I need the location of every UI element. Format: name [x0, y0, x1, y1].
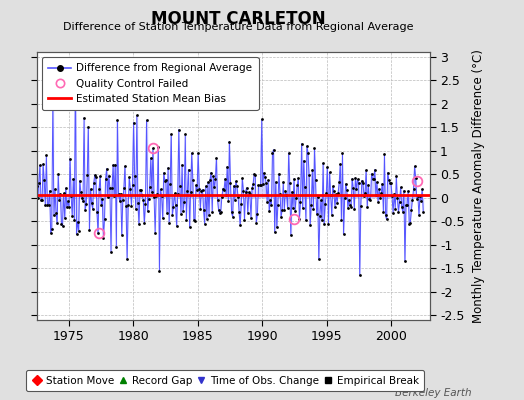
Text: Difference of Station Temperature Data from Regional Average: Difference of Station Temperature Data f… [63, 22, 413, 32]
Legend: Station Move, Record Gap, Time of Obs. Change, Empirical Break: Station Move, Record Gap, Time of Obs. C… [26, 370, 424, 391]
Text: MOUNT CARLETON: MOUNT CARLETON [151, 10, 326, 28]
Y-axis label: Monthly Temperature Anomaly Difference (°C): Monthly Temperature Anomaly Difference (… [472, 49, 485, 323]
Legend: Difference from Regional Average, Quality Control Failed, Estimated Station Mean: Difference from Regional Average, Qualit… [42, 57, 258, 110]
Text: Berkeley Earth: Berkeley Earth [395, 388, 472, 398]
